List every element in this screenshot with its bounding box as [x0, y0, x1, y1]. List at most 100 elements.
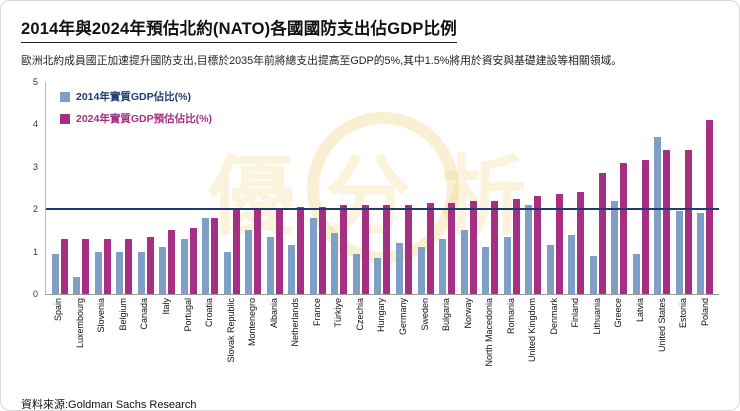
y-tick-label: 3 [32, 161, 38, 172]
x-label-cell: Finland [565, 298, 587, 390]
bar[interactable] [180, 238, 188, 294]
x-axis-label: Slovak Republic [225, 298, 236, 363]
bar[interactable] [116, 251, 124, 294]
bar[interactable] [189, 228, 197, 294]
bar[interactable] [525, 204, 533, 294]
bar[interactable] [546, 245, 554, 294]
bar[interactable] [503, 236, 511, 294]
bar[interactable] [460, 230, 468, 294]
bar[interactable] [417, 247, 425, 294]
x-axis-label: Bulgaria [441, 298, 452, 332]
bar[interactable] [202, 217, 210, 294]
bar[interactable] [663, 149, 671, 294]
bar[interactable] [245, 230, 253, 294]
bar[interactable] [426, 202, 434, 294]
bar[interactable] [137, 251, 145, 294]
bar[interactable] [448, 202, 456, 294]
bar[interactable] [60, 238, 68, 294]
bar[interactable] [568, 234, 576, 294]
x-axis-label: Romania [505, 298, 516, 335]
bar-group [673, 82, 695, 294]
x-label-cell: Poland [694, 298, 716, 390]
x-label-cell: Estonia [673, 298, 695, 390]
x-axis-label: United Kingdom [527, 298, 538, 363]
bar[interactable] [309, 217, 317, 294]
bar-group [608, 82, 630, 294]
bar[interactable] [654, 137, 662, 294]
bar[interactable] [232, 209, 240, 294]
page-title: 2014年與2024年預估北約(NATO)各國國防支出佔GDP比例 [21, 15, 457, 43]
bar-group [522, 82, 544, 294]
bar-group [307, 82, 329, 294]
bar[interactable] [620, 162, 628, 294]
bar[interactable] [482, 247, 490, 294]
bar[interactable] [223, 251, 231, 294]
bar[interactable] [697, 213, 705, 294]
bar[interactable] [73, 277, 81, 294]
bar[interactable] [211, 217, 219, 294]
bar[interactable] [405, 204, 412, 294]
bar[interactable] [168, 230, 176, 294]
bar[interactable] [254, 209, 262, 294]
bar[interactable] [534, 196, 542, 294]
bar[interactable] [684, 149, 692, 294]
bar[interactable] [361, 204, 369, 294]
bar-group [178, 82, 200, 294]
bar[interactable] [82, 238, 90, 294]
bar[interactable] [589, 255, 597, 294]
x-axis-label: Lithuania [591, 298, 602, 335]
bar[interactable] [641, 160, 649, 294]
bar[interactable] [396, 243, 403, 294]
bar[interactable] [611, 200, 619, 294]
bar[interactable] [94, 251, 102, 294]
bar-group [694, 82, 716, 294]
bar[interactable] [103, 238, 111, 294]
bar[interactable] [512, 198, 520, 294]
bar[interactable] [675, 211, 683, 294]
bar[interactable] [266, 236, 274, 294]
bar-group [329, 82, 351, 294]
x-label-cell: Türkiye [328, 298, 350, 390]
y-tick-label: 5 [32, 77, 38, 87]
bar[interactable] [632, 253, 640, 294]
bar[interactable] [159, 247, 167, 294]
bar-group [92, 82, 114, 294]
bar[interactable] [318, 207, 326, 294]
bar[interactable] [491, 200, 499, 294]
bar[interactable] [297, 207, 305, 294]
x-axis-label: Hungary [376, 298, 387, 333]
bar[interactable] [51, 253, 59, 294]
x-label-cell: Denmark [544, 298, 566, 390]
bar[interactable] [374, 257, 382, 294]
x-axis-label: Albania [268, 298, 279, 329]
x-axis-label: Sweden [419, 298, 430, 331]
bar[interactable] [469, 200, 477, 294]
bar[interactable] [340, 204, 348, 294]
legend-swatch-icon [60, 113, 70, 124]
bar[interactable] [439, 238, 447, 294]
bar[interactable] [275, 209, 283, 294]
bar[interactable] [331, 232, 339, 294]
bar[interactable] [598, 173, 606, 294]
x-axis-label: Slovenia [96, 298, 107, 333]
x-axis-label: Canada [139, 298, 150, 330]
bar[interactable] [352, 253, 360, 294]
bar[interactable] [383, 204, 391, 294]
bar-group [436, 82, 458, 294]
x-label-cell: France [307, 298, 329, 390]
x-label-cell: Bulgaria [436, 298, 458, 390]
bar[interactable] [146, 236, 154, 294]
bar-group [135, 82, 157, 294]
bar[interactable] [706, 120, 714, 294]
bar[interactable] [288, 245, 296, 294]
x-label-cell: Spain [48, 298, 70, 390]
legend-label: 2024年實質GDP預估佔比(%) [76, 113, 212, 125]
x-label-cell: Luxembourg [70, 298, 92, 390]
bar[interactable] [577, 192, 585, 294]
bar[interactable] [125, 238, 133, 294]
bar-group [393, 82, 415, 294]
bar[interactable] [555, 194, 563, 294]
y-tick-label: 4 [32, 119, 38, 130]
x-label-cell: United States [651, 298, 673, 390]
